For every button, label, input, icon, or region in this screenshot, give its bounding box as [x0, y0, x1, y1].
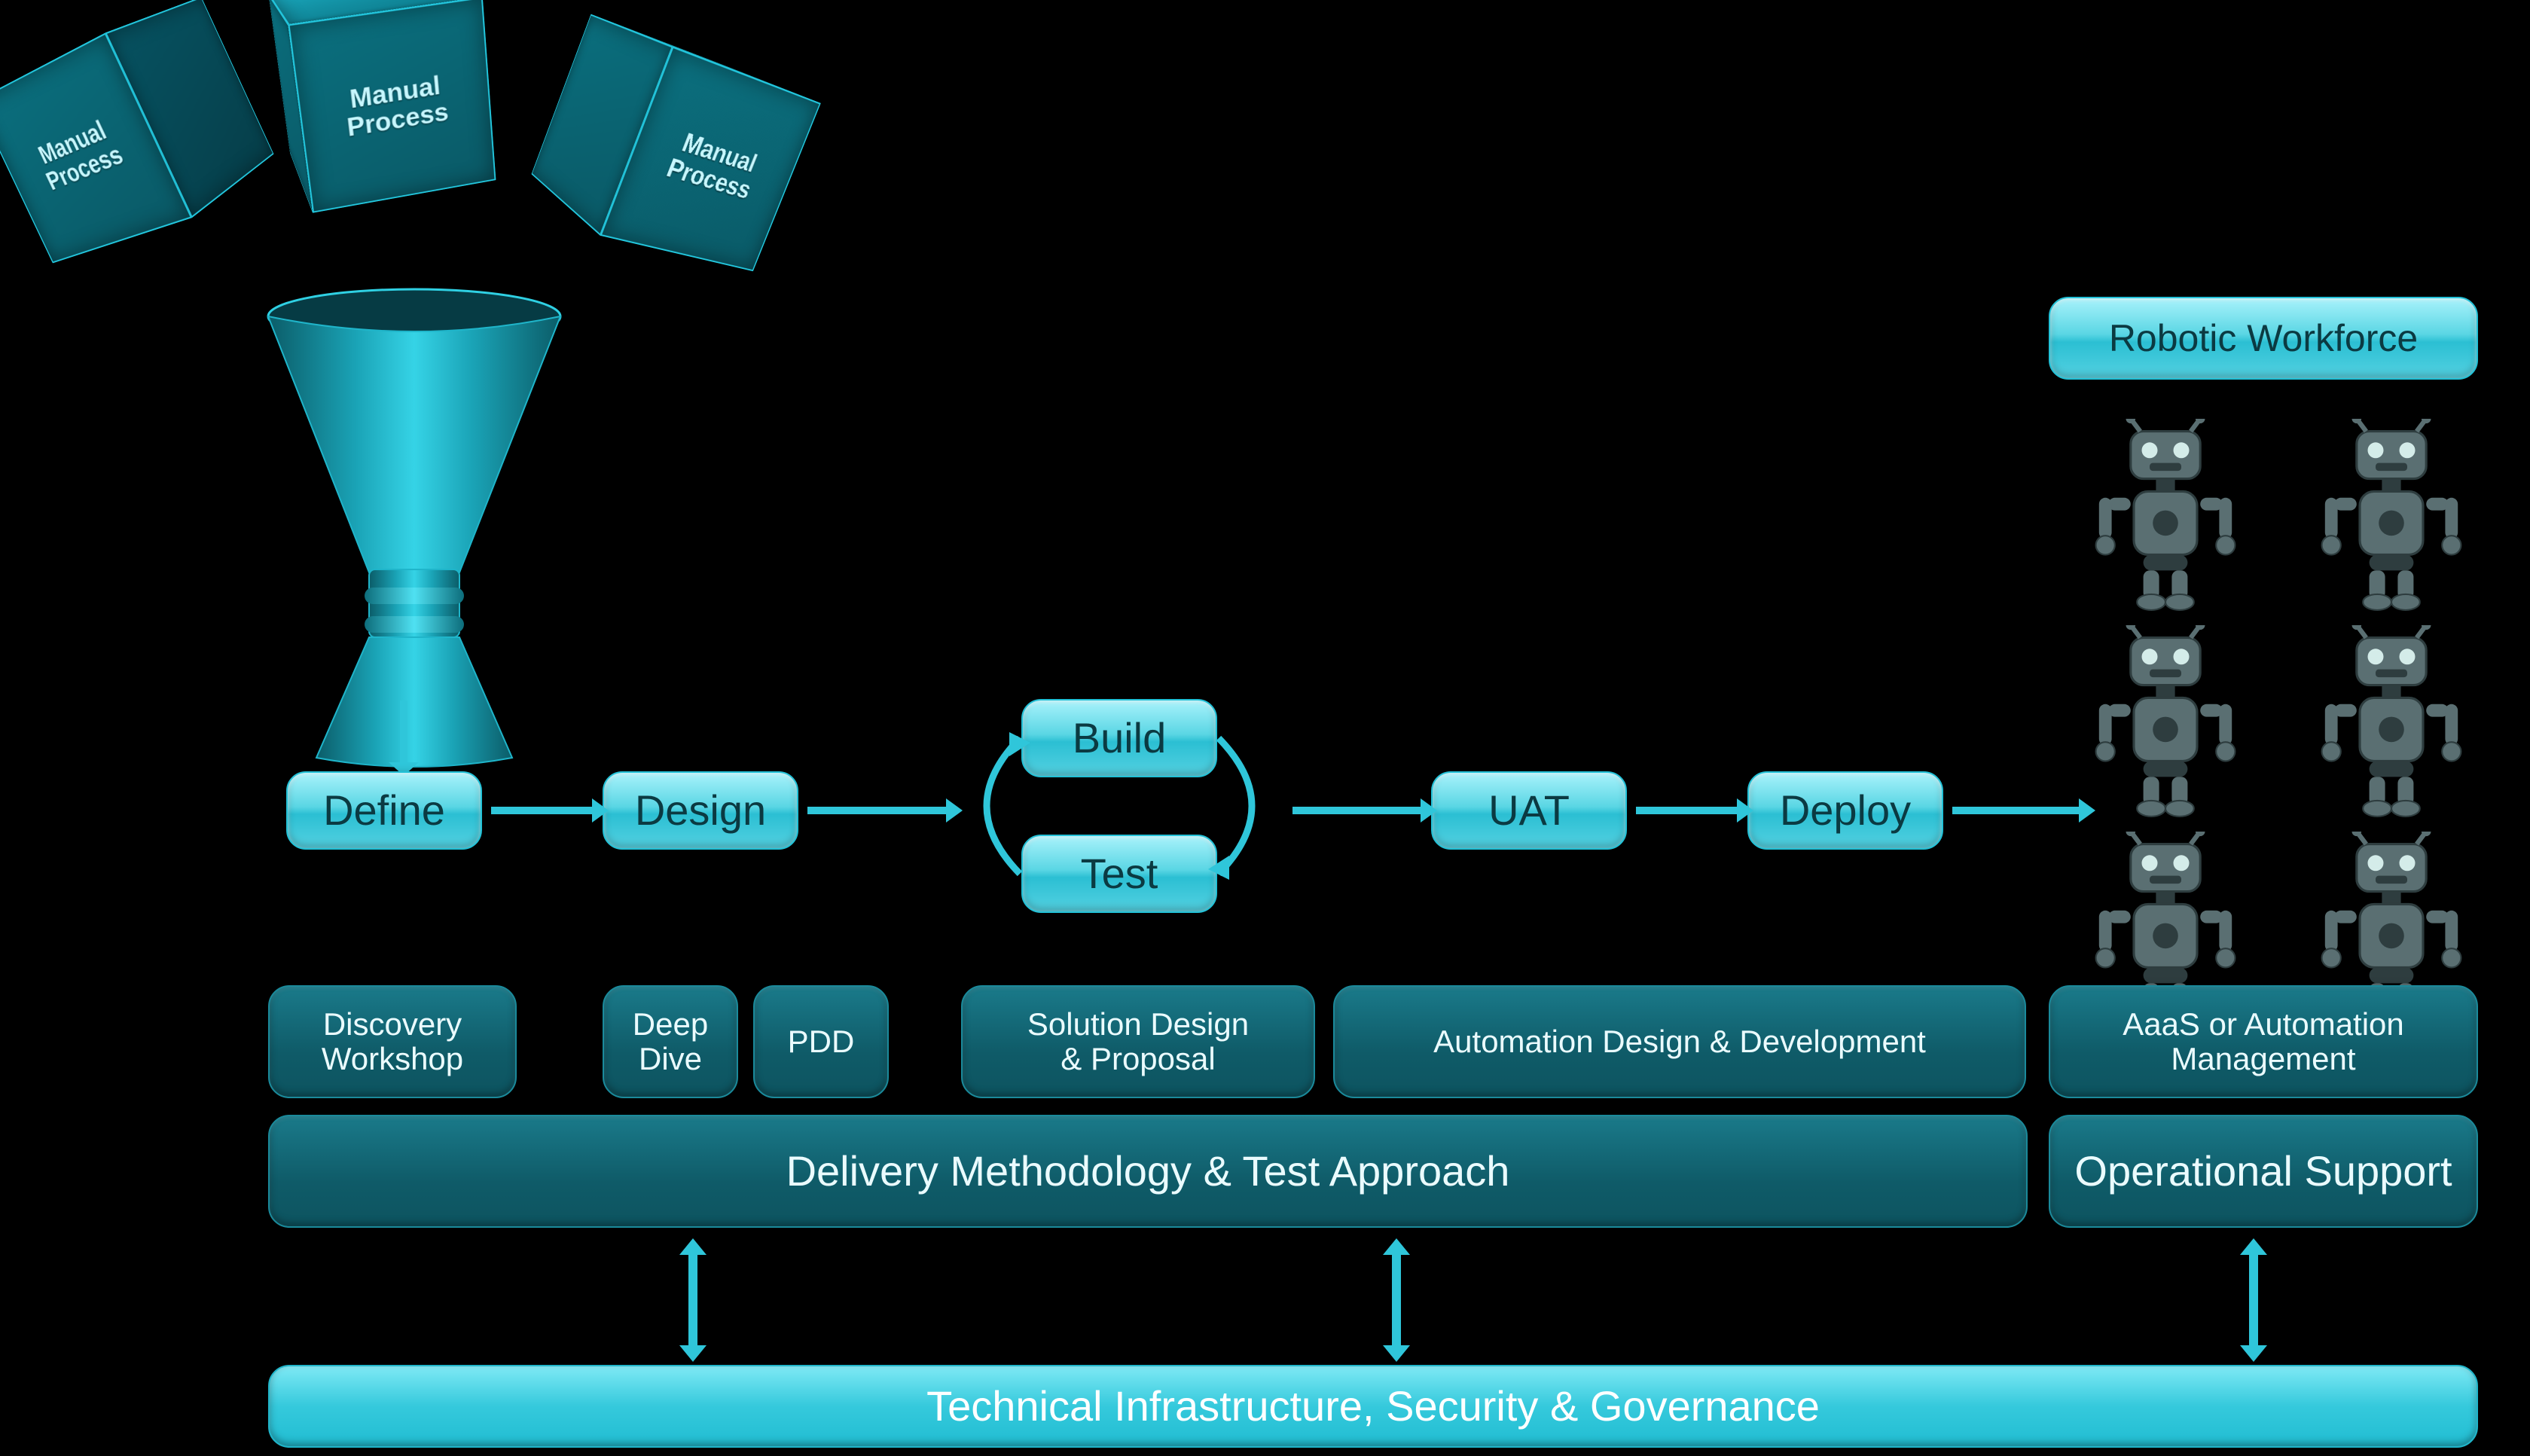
vertical-connector-0 — [673, 1238, 713, 1362]
arrow-deploy-robots — [1952, 792, 2095, 829]
detail-panel-1: Deep Dive — [603, 985, 738, 1098]
detail-panel-1-label: Deep Dive — [615, 1007, 726, 1076]
vertical-connector-2 — [2234, 1238, 2273, 1362]
robotic-workforce-label: Robotic Workforce — [2092, 318, 2434, 359]
robot-icon — [2086, 419, 2245, 615]
step-deploy-label: Deploy — [1763, 788, 1927, 833]
manual-process-cube: Manual Process — [30, 30, 226, 226]
step-design-label: Design — [618, 788, 783, 833]
arrow-cycle-uat — [1292, 792, 1437, 829]
robot-icon — [2312, 419, 2470, 615]
build-test-cycle — [938, 684, 1300, 928]
arrow-uat-deploy — [1636, 792, 1753, 829]
robot-icon — [2086, 625, 2245, 821]
step-deploy: Deploy — [1747, 771, 1943, 850]
robotic-workforce-box: Robotic Workforce — [2049, 297, 2478, 380]
detail-panel-3-label: Solution Design & Proposal — [1009, 1007, 1267, 1076]
step-define: Define — [286, 771, 482, 850]
support-panel-0: Delivery Methodology & Test Approach — [268, 1115, 2028, 1228]
support-panel-0-label: Delivery Methodology & Test Approach — [768, 1148, 1528, 1195]
manual-process-cube: Manual Process — [279, 0, 475, 181]
funnel-icon — [264, 286, 565, 768]
infra-bar-label: Technical Infrastructure, Security & Gov… — [908, 1383, 1838, 1430]
arrow-define-design — [491, 792, 609, 829]
infra-bar: Technical Infrastructure, Security & Gov… — [268, 1365, 2478, 1448]
step-define-label: Define — [307, 788, 462, 833]
cube-label: Manual Process — [290, 0, 495, 211]
step-design: Design — [603, 771, 798, 850]
detail-panel-5-label: AaaS or Automation Management — [2104, 1007, 2422, 1076]
support-panel-1-label: Operational Support — [2056, 1148, 2470, 1195]
manual-process-cube: Manual Process — [572, 42, 768, 238]
detail-panel-4: Automation Design & Development — [1333, 985, 2026, 1098]
detail-panel-0-label: Discovery Workshop — [304, 1007, 481, 1076]
detail-panel-2: PDD — [753, 985, 889, 1098]
robot-icon — [2312, 625, 2470, 821]
detail-panel-0: Discovery Workshop — [268, 985, 517, 1098]
detail-panel-2-label: PDD — [770, 1024, 873, 1059]
detail-panel-4-label: Automation Design & Development — [1415, 1024, 1944, 1059]
funnel-out-arrow — [381, 701, 426, 776]
step-uat: UAT — [1431, 771, 1627, 850]
step-uat-label: UAT — [1472, 788, 1586, 833]
support-panel-1: Operational Support — [2049, 1115, 2478, 1228]
detail-panel-3: Solution Design & Proposal — [961, 985, 1315, 1098]
detail-panel-5: AaaS or Automation Management — [2049, 985, 2478, 1098]
vertical-connector-1 — [1377, 1238, 1416, 1362]
